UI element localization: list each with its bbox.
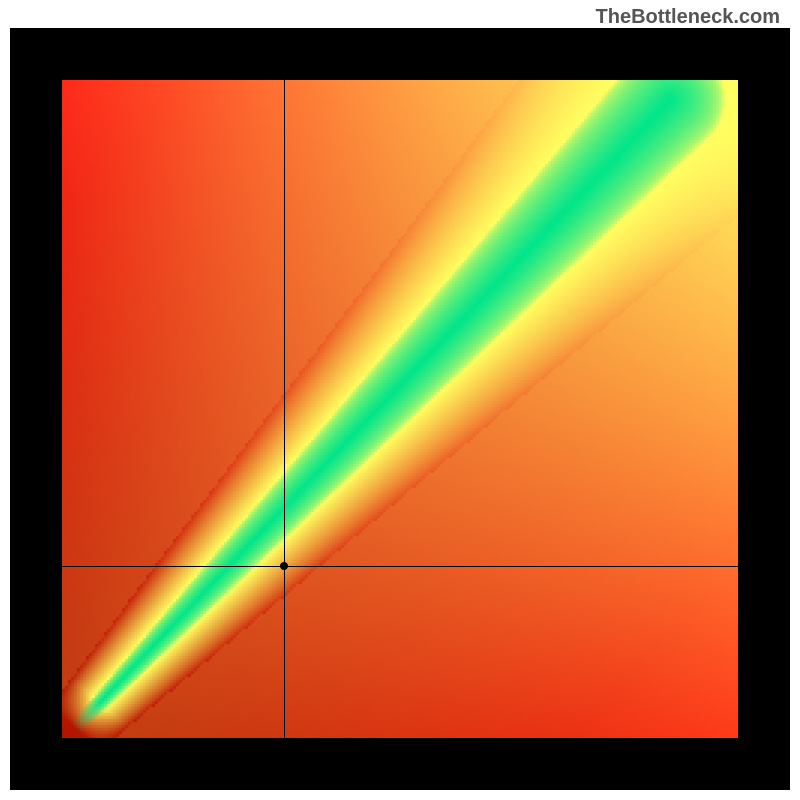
attribution-label: TheBottleneck.com — [596, 6, 780, 29]
crosshair-vertical — [284, 80, 285, 738]
crosshair-marker — [280, 562, 288, 570]
heatmap-canvas — [62, 80, 738, 738]
crosshair-horizontal — [62, 566, 738, 567]
root-container: TheBottleneck.com — [0, 0, 800, 800]
heatmap-plot — [62, 80, 738, 738]
